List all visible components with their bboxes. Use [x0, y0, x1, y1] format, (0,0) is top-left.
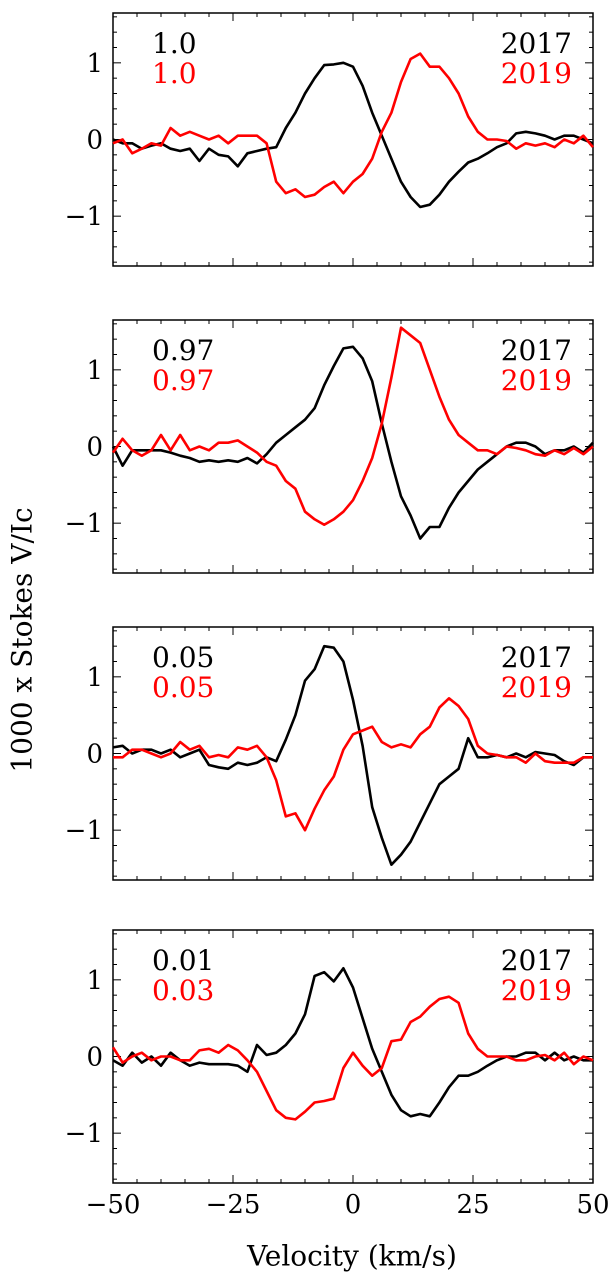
- y-tick-label: 0: [86, 740, 103, 770]
- y-tick-label: −1: [65, 1119, 103, 1149]
- phase-label: 0.97: [152, 364, 214, 397]
- x-tick-label: 25: [456, 1190, 489, 1220]
- y-tick-label: 1: [86, 49, 103, 79]
- phase-label: 0.97: [152, 334, 214, 367]
- y-axis-label: 1000 x Stokes V/Ic: [5, 507, 39, 773]
- y-tick-label: −1: [65, 509, 103, 539]
- series-line-2017: [111, 345, 594, 540]
- year-label: 2019: [501, 364, 572, 397]
- phase-label: 1.0: [152, 27, 197, 60]
- year-label: 2019: [501, 974, 572, 1007]
- series-line-2017: [112, 61, 594, 209]
- series-line-2019: [111, 995, 594, 1121]
- year-label: 2019: [501, 671, 572, 704]
- x-tick-label: −25: [206, 1190, 261, 1220]
- y-tick-label: 1: [86, 356, 103, 386]
- series-line-2019: [111, 326, 594, 526]
- y-tick-label: 0: [86, 126, 103, 156]
- phase-label: 0.05: [152, 671, 214, 704]
- x-tick-label: 50: [576, 1190, 609, 1220]
- y-tick-label: 1: [86, 966, 103, 996]
- series-line-2017: [112, 644, 593, 866]
- y-tick-label: −1: [65, 202, 103, 232]
- y-tick-label: 0: [86, 1043, 103, 1073]
- phase-label: 1.0: [152, 57, 197, 90]
- series-line-2017: [112, 967, 593, 1118]
- x-tick-label: 0: [345, 1190, 362, 1220]
- x-tick-label: −50: [86, 1190, 141, 1220]
- phase-label: 0.05: [152, 641, 214, 674]
- year-label: 2019: [501, 57, 572, 90]
- series-line-2019: [113, 697, 593, 832]
- year-label: 2017: [501, 641, 572, 674]
- y-tick-label: 0: [86, 433, 103, 463]
- series-line-2019: [112, 52, 594, 199]
- phase-label: 0.03: [152, 974, 214, 1007]
- year-label: 2017: [501, 334, 572, 367]
- phase-label: 0.01: [152, 944, 214, 977]
- y-tick-label: −1: [65, 816, 103, 846]
- year-label: 2017: [501, 27, 572, 60]
- x-axis-label: Velocity (km/s): [247, 1239, 457, 1273]
- y-tick-label: 1: [86, 663, 103, 693]
- year-label: 2017: [501, 944, 572, 977]
